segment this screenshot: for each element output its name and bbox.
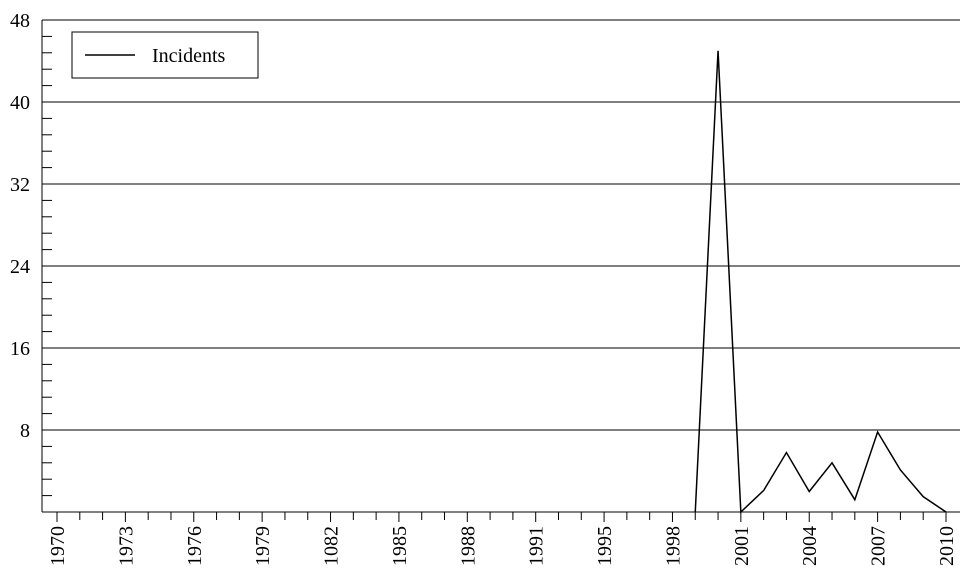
x-tick-label: 1988 [457, 526, 479, 566]
series-line [694, 50, 947, 514]
x-tick-label: 1973 [115, 526, 137, 566]
y-tick-label: 8 [20, 420, 30, 442]
x-tick-label: 2010 [936, 526, 958, 566]
x-tick-label: 1976 [184, 526, 206, 566]
y-tick-label: 16 [10, 338, 30, 360]
y-tick-label: 24 [10, 256, 30, 278]
x-tick-label: 1998 [662, 526, 684, 566]
x-tick-label: 1991 [526, 526, 548, 566]
legend-label: Incidents [152, 45, 226, 67]
x-tick-label: 1979 [252, 526, 274, 566]
legend: Incidents [71, 31, 259, 79]
y-tick-label: 40 [10, 92, 30, 114]
x-tick-label: 1985 [389, 526, 411, 566]
x-tick-label: 2007 [868, 526, 890, 566]
x-tick-label: 1082 [321, 526, 343, 566]
x-tick-label: 2004 [799, 526, 821, 566]
x-tick-label: 1995 [594, 526, 616, 566]
y-tick-label: 48 [10, 10, 30, 32]
y-tick-label: 32 [10, 174, 30, 196]
x-tick-label: 2001 [731, 526, 753, 566]
x-tick-label: 1970 [47, 526, 69, 566]
